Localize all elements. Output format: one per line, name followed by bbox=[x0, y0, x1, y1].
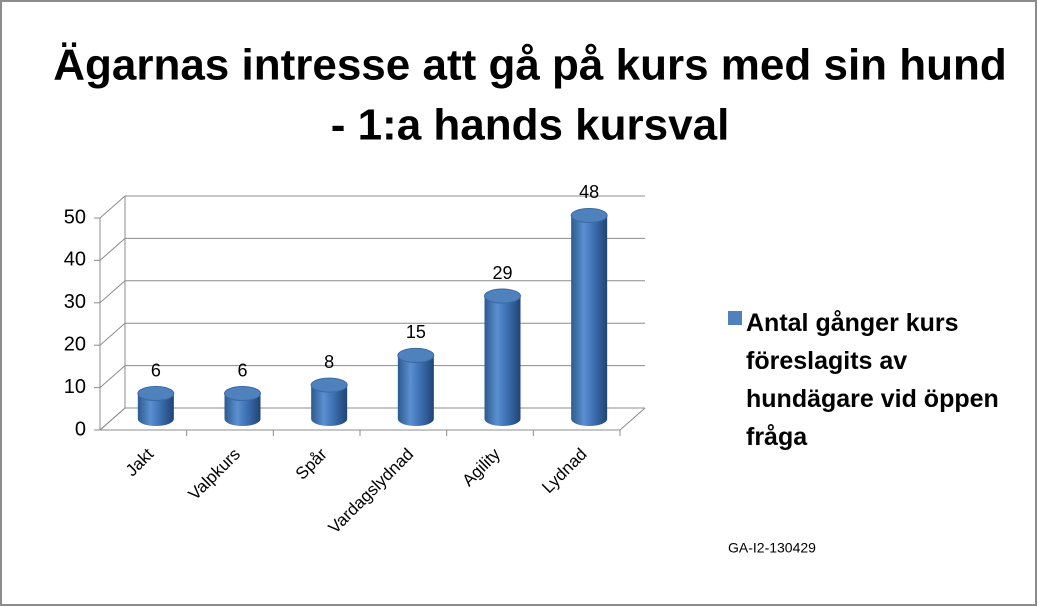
bar-top bbox=[570, 207, 608, 223]
chart-title: Ägarnas intresse att gå på kurs med sin … bbox=[53, 41, 1007, 90]
annotation: GA-I2-130429 bbox=[728, 540, 816, 556]
bar-top bbox=[224, 386, 261, 402]
bar bbox=[137, 393, 174, 426]
data-label: 6 bbox=[237, 360, 247, 380]
data-label: 15 bbox=[406, 322, 426, 342]
bar bbox=[311, 385, 348, 427]
y-tick-label: 0 bbox=[75, 418, 86, 440]
bar bbox=[224, 393, 261, 427]
bar-top bbox=[310, 377, 348, 393]
data-label: 29 bbox=[492, 263, 512, 283]
y-tick-label: 10 bbox=[64, 376, 86, 398]
legend-label: Antal gånger kurs föreslagits av hundäga… bbox=[746, 309, 999, 451]
y-tick-label: 40 bbox=[64, 249, 86, 271]
y-tick-label: 30 bbox=[64, 291, 86, 313]
bar-top bbox=[484, 288, 521, 304]
bar bbox=[397, 355, 434, 427]
data-label: 8 bbox=[324, 352, 334, 372]
y-tick-label: 20 bbox=[64, 333, 86, 355]
y-tick-label: 50 bbox=[64, 206, 86, 228]
legend-swatch bbox=[728, 311, 742, 325]
bar bbox=[571, 215, 608, 427]
bar-top bbox=[397, 347, 435, 363]
bar bbox=[484, 296, 521, 427]
data-label: 6 bbox=[151, 360, 161, 380]
chart-title: - 1:a hands kursval bbox=[331, 101, 730, 150]
bar-top bbox=[137, 386, 175, 402]
data-label: 48 bbox=[579, 182, 599, 202]
